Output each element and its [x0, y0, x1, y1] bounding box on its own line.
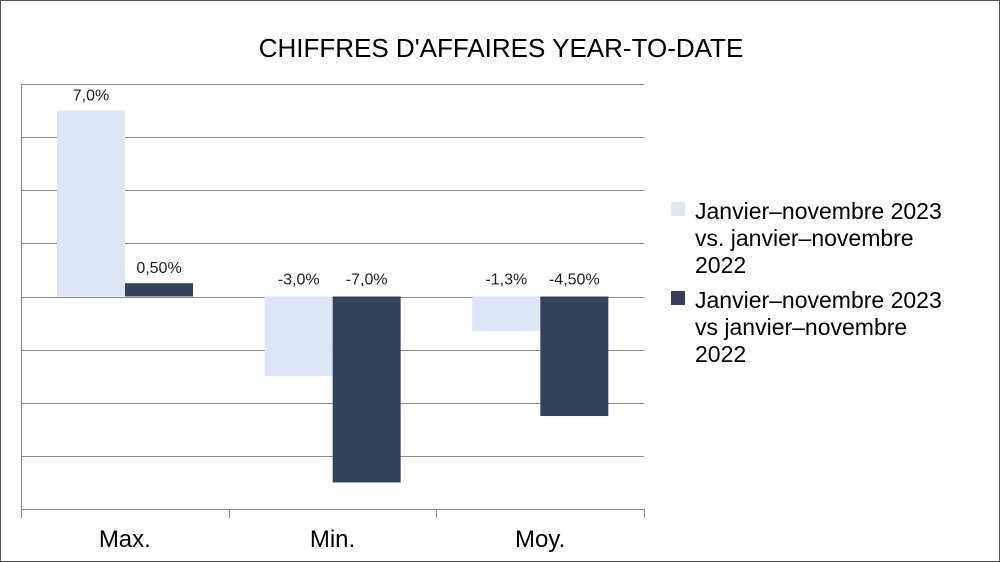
legend: Janvier–novembre 2023 vs. janvier–novembr…: [671, 198, 942, 367]
data-label: 7,0%: [73, 88, 109, 105]
bar: [57, 110, 125, 297]
legend-label: Janvier–novembre 2023 vs janvier–novembre…: [695, 287, 942, 367]
category-label: Moy.: [515, 526, 565, 553]
bar: [125, 283, 193, 297]
x-axis: Max. Min. Moy.: [21, 509, 645, 553]
bar: [264, 296, 333, 377]
chart-title: CHIFFRES D'AFFAIRES YEAR-TO-DATE: [259, 33, 744, 63]
category-label: Min.: [310, 526, 355, 553]
bar: [540, 296, 609, 417]
data-label: -4,50%: [549, 272, 600, 289]
category-label: Max.: [99, 526, 151, 553]
bar: [332, 296, 401, 483]
bar: [472, 296, 541, 332]
data-label: -7,0%: [346, 272, 388, 289]
legend-label: Janvier–novembre 2023 vs. janvier–novembr…: [695, 198, 942, 278]
legend-swatch: [671, 202, 685, 216]
data-labels: 7,0% -3,0% -1,3% 0,50% -7,0% -4,50%: [73, 88, 600, 289]
data-label: -3,0%: [278, 272, 320, 289]
bars: [57, 110, 609, 483]
data-label: -1,3%: [485, 272, 527, 289]
data-label: 0,50%: [136, 260, 181, 277]
legend-swatch: [671, 291, 685, 305]
